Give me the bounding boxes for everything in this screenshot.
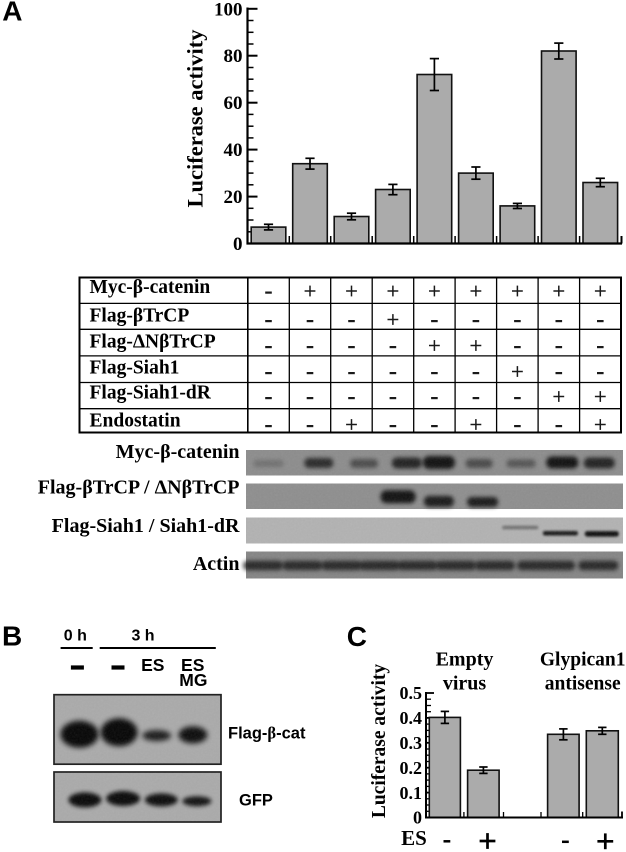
- svg-text:Endostatin: Endostatin: [90, 411, 181, 432]
- svg-text:40: 40: [224, 140, 243, 161]
- svg-text:Empty: Empty: [436, 649, 494, 671]
- svg-text:Flag-β-cat: Flag-β-cat: [228, 724, 306, 743]
- svg-text:GFP: GFP: [239, 792, 273, 810]
- svg-text:Flag-βTrCP: Flag-βTrCP: [90, 306, 190, 327]
- svg-text:Glypican1: Glypican1: [540, 650, 626, 671]
- svg-text:ES: ES: [181, 655, 204, 675]
- svg-text:Flag-Siah1: Flag-Siah1: [90, 358, 180, 379]
- svg-text:Myc-β-catenin: Myc-β-catenin: [116, 441, 240, 463]
- svg-text:ES: ES: [401, 826, 427, 850]
- svg-text:60: 60: [224, 93, 243, 114]
- svg-text:A: A: [2, 0, 22, 27]
- svg-text:20: 20: [224, 187, 243, 208]
- svg-text:Flag-ΔNβTrCP: Flag-ΔNβTrCP: [90, 332, 216, 353]
- svg-text:Flag-Siah1-dR: Flag-Siah1-dR: [90, 383, 212, 404]
- svg-text:0.3: 0.3: [400, 733, 423, 753]
- svg-text:3 h: 3 h: [131, 627, 154, 644]
- svg-text:0: 0: [233, 234, 243, 255]
- svg-text:Actin: Actin: [193, 553, 240, 575]
- svg-text:Luciferase activity: Luciferase activity: [183, 29, 208, 208]
- svg-text:virus: virus: [443, 673, 487, 695]
- svg-text:80: 80: [224, 46, 243, 67]
- svg-text:0.1: 0.1: [400, 783, 423, 803]
- svg-text:0.4: 0.4: [400, 708, 423, 728]
- svg-text:C: C: [347, 621, 367, 652]
- svg-text:Flag-βTrCP / ΔNβTrCP: Flag-βTrCP / ΔNβTrCP: [38, 477, 240, 499]
- svg-text:100: 100: [214, 0, 243, 20]
- svg-text:Flag-Siah1 / Siah1-dR: Flag-Siah1 / Siah1-dR: [52, 515, 240, 537]
- svg-text:B: B: [2, 621, 22, 652]
- svg-text:antisense: antisense: [545, 674, 621, 695]
- svg-text:0.5: 0.5: [400, 683, 423, 703]
- svg-text:Myc-β-catenin: Myc-β-catenin: [90, 277, 211, 298]
- svg-text:0 h: 0 h: [64, 627, 87, 644]
- svg-text:ES: ES: [141, 655, 164, 675]
- svg-text:MG: MG: [179, 670, 207, 690]
- svg-text:0: 0: [413, 808, 422, 828]
- svg-text:0.2: 0.2: [400, 758, 423, 778]
- svg-text:Luciferase activity: Luciferase activity: [369, 664, 390, 819]
